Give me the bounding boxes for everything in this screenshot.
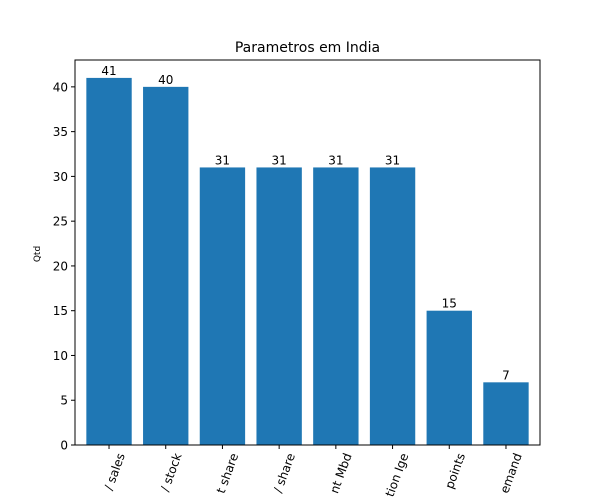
bar-value-label: 15 xyxy=(442,297,457,311)
x-tick-label: / sales xyxy=(102,451,128,492)
bar xyxy=(313,167,359,445)
bar-value-label: 41 xyxy=(101,64,116,78)
bar xyxy=(426,310,472,445)
bar xyxy=(143,86,189,445)
y-tick-label: 40 xyxy=(53,80,68,94)
y-tick-label: 25 xyxy=(53,215,68,229)
bar-value-label: 31 xyxy=(385,153,400,167)
x-tick-label: t share xyxy=(214,451,241,495)
bar xyxy=(86,77,132,445)
y-tick-label: 5 xyxy=(60,394,68,408)
y-tick-label: 20 xyxy=(53,259,68,273)
bar xyxy=(369,167,416,445)
y-tick-label: 35 xyxy=(53,125,68,139)
chart-title: Parametros em India xyxy=(235,40,380,56)
bar-value-label: 31 xyxy=(215,153,230,167)
x-tick-label: / stock xyxy=(158,451,185,493)
bar xyxy=(483,382,529,445)
data-labels: 41 40 31 31 31 31 15 7 xyxy=(101,64,509,382)
bar xyxy=(199,167,246,445)
bar-value-label: 31 xyxy=(272,153,287,167)
x-axis: / sales / stock t share / share nt Mbd tion I… xyxy=(102,445,525,499)
bar-value-label: 31 xyxy=(328,153,343,167)
bar-series xyxy=(86,77,529,445)
plot-frame xyxy=(74,59,541,446)
y-tick-label: 10 xyxy=(53,349,68,363)
y-axis: 0 5 10 15 20 25 30 35 40 xyxy=(53,80,75,453)
bar xyxy=(256,167,302,445)
x-tick-label: nt Mbd xyxy=(327,451,354,495)
bar-value-label: 7 xyxy=(502,368,510,382)
x-tick-label: points xyxy=(442,451,468,490)
x-tick-label: emand xyxy=(497,451,524,495)
x-tick-label: tion Ige xyxy=(383,451,412,498)
y-axis-label: Qtd xyxy=(33,246,43,262)
y-tick-label: 15 xyxy=(53,304,68,318)
y-tick-label: 0 xyxy=(60,439,68,453)
bar-value-label: 40 xyxy=(158,73,173,87)
y-tick-label: 30 xyxy=(53,170,68,184)
x-tick-label: / share xyxy=(271,451,298,494)
